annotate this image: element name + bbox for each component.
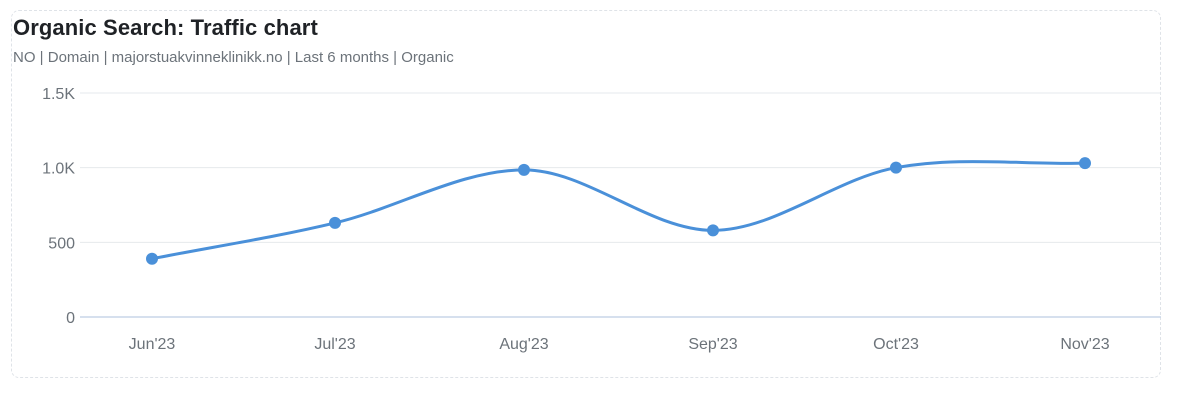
y-tick-label: 1.5K	[42, 86, 75, 103]
chart-title: Organic Search: Traffic chart	[13, 15, 318, 40]
data-point	[1079, 157, 1091, 170]
y-tick-label: 0	[66, 310, 75, 327]
data-point	[707, 224, 719, 237]
data-point	[329, 216, 341, 229]
y-tick-label: 1.0K	[42, 161, 75, 178]
x-tick-label: Nov'23	[1060, 336, 1109, 353]
x-tick-label: Sep'23	[688, 336, 737, 353]
data-point	[146, 252, 158, 265]
chart-subtitle: NO | Domain | majorstuakvinneklinikk.no …	[13, 49, 454, 66]
traffic-series-line	[150, 160, 1087, 261]
data-point	[518, 163, 530, 176]
x-tick-label: Oct'23	[873, 336, 919, 353]
x-tick-label: Aug'23	[499, 336, 548, 353]
data-point	[890, 161, 902, 174]
x-tick-label: Jun'23	[129, 336, 176, 353]
chart-card	[11, 10, 1161, 378]
y-tick-label: 500	[48, 235, 75, 252]
x-tick-label: Jul'23	[314, 336, 355, 353]
